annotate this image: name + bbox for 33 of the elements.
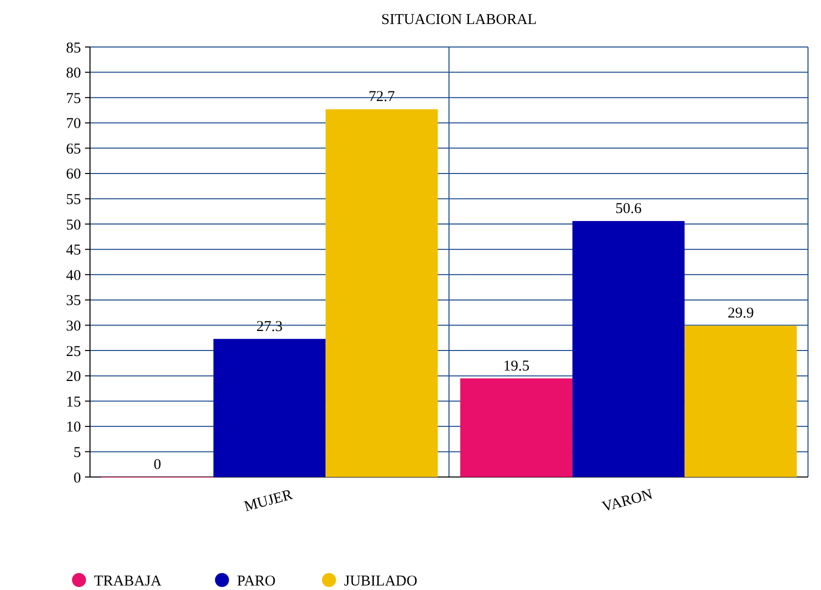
- y-tick-label: 55: [66, 192, 81, 208]
- bar: [460, 378, 572, 477]
- y-tick-label: 25: [66, 344, 81, 360]
- y-tick-label: 70: [66, 116, 81, 132]
- legend-label: PARO: [237, 573, 276, 590]
- legend-label: JUBILADO: [344, 573, 418, 590]
- data-label: 19.5: [503, 358, 530, 374]
- y-tick-label: 10: [66, 420, 81, 436]
- bar: [684, 326, 797, 477]
- bar: [572, 221, 685, 477]
- y-tick-label: 40: [66, 268, 81, 284]
- bar: [213, 338, 326, 477]
- data-label: 29.9: [728, 306, 754, 322]
- data-label: 50.6: [615, 201, 642, 218]
- y-tick-label: 65: [66, 141, 81, 158]
- y-tick-label: 85: [66, 40, 81, 56]
- y-tick-label: 80: [66, 66, 81, 82]
- y-tick-label: 75: [66, 90, 81, 107]
- data-label: 0: [154, 457, 162, 473]
- legend-label: TRABAJA: [94, 573, 162, 590]
- y-tick-label: 45: [66, 242, 81, 259]
- y-tick-label: 5: [74, 444, 81, 461]
- y-tick-label: 35: [66, 293, 81, 310]
- y-tick-label: 30: [66, 318, 81, 334]
- y-tick-label: 20: [66, 369, 81, 386]
- y-tick-label: 15: [66, 394, 81, 410]
- y-tick-label: 0: [74, 470, 81, 486]
- x-tick-label: MUJER: [242, 487, 294, 516]
- y-tick-label: 50: [66, 217, 81, 234]
- bar: [326, 109, 438, 477]
- x-tick-label: VARON: [600, 486, 655, 516]
- y-tick-label: 60: [66, 166, 81, 183]
- chart-title: SITUACION LABORAL: [381, 12, 537, 28]
